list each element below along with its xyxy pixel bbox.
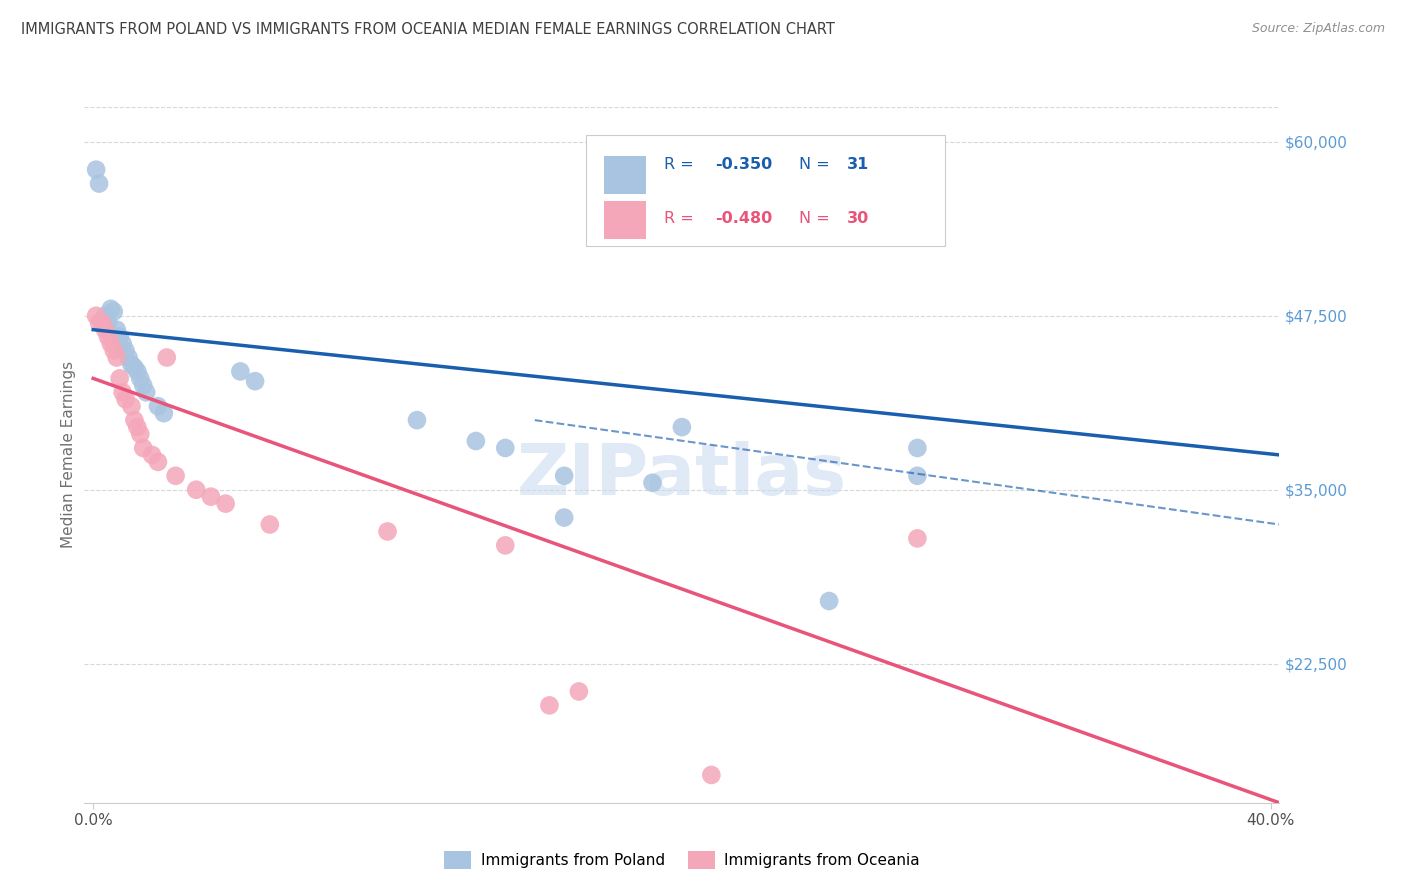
Point — [129, 371, 152, 385]
Point — [464, 434, 486, 448]
Point — [700, 768, 723, 782]
Point — [97, 316, 120, 330]
Point — [87, 316, 110, 330]
Point — [87, 177, 110, 191]
Point — [494, 441, 516, 455]
Point — [117, 351, 139, 365]
Point — [377, 524, 399, 539]
Text: R =: R = — [664, 157, 699, 171]
Point — [538, 698, 561, 713]
Point — [114, 392, 136, 407]
Point — [103, 304, 125, 318]
Point — [200, 490, 222, 504]
Point — [94, 309, 117, 323]
Point — [114, 343, 136, 358]
Point — [132, 441, 155, 455]
Point — [84, 162, 107, 177]
Point — [124, 360, 146, 375]
Point — [129, 427, 152, 442]
FancyBboxPatch shape — [586, 135, 945, 246]
Point — [103, 343, 125, 358]
Y-axis label: Median Female Earnings: Median Female Earnings — [60, 361, 76, 549]
Text: ZIPatlas: ZIPatlas — [517, 442, 846, 510]
Text: Source: ZipAtlas.com: Source: ZipAtlas.com — [1251, 22, 1385, 36]
Point — [568, 684, 591, 698]
Text: R =: R = — [664, 211, 699, 226]
Text: -0.480: -0.480 — [716, 211, 773, 226]
Point — [111, 336, 134, 351]
Point — [97, 329, 120, 343]
Point — [156, 351, 179, 365]
Point — [229, 364, 252, 378]
Point — [124, 413, 146, 427]
Text: 31: 31 — [846, 157, 869, 171]
Text: -0.350: -0.350 — [716, 157, 773, 171]
Point — [105, 351, 128, 365]
Point — [127, 420, 149, 434]
Point — [214, 497, 236, 511]
Point — [120, 399, 142, 413]
Point — [84, 309, 107, 323]
Point — [105, 323, 128, 337]
Point — [553, 510, 575, 524]
Point — [91, 316, 114, 330]
Point — [671, 420, 693, 434]
Point — [132, 378, 155, 392]
Point — [100, 336, 122, 351]
Point — [905, 468, 928, 483]
Point — [141, 448, 163, 462]
Text: IMMIGRANTS FROM POLAND VS IMMIGRANTS FROM OCEANIA MEDIAN FEMALE EARNINGS CORRELA: IMMIGRANTS FROM POLAND VS IMMIGRANTS FRO… — [21, 22, 835, 37]
Point — [905, 532, 928, 546]
Point — [406, 413, 429, 427]
Point — [146, 455, 169, 469]
Point — [120, 358, 142, 372]
Legend: Immigrants from Poland, Immigrants from Oceania: Immigrants from Poland, Immigrants from … — [437, 846, 927, 875]
FancyBboxPatch shape — [605, 201, 647, 239]
Point — [905, 441, 928, 455]
Point — [135, 385, 157, 400]
Point — [553, 468, 575, 483]
Point — [100, 301, 122, 316]
Point — [186, 483, 208, 497]
Point — [243, 374, 266, 388]
Point — [127, 364, 149, 378]
Text: N =: N = — [799, 157, 835, 171]
Point — [165, 468, 187, 483]
Point — [111, 385, 134, 400]
Text: 30: 30 — [846, 211, 869, 226]
Point — [259, 517, 281, 532]
Point — [818, 594, 841, 608]
Point — [146, 399, 169, 413]
Text: N =: N = — [799, 211, 835, 226]
Point — [641, 475, 664, 490]
Point — [108, 371, 131, 385]
Point — [494, 538, 516, 552]
Point — [94, 323, 117, 337]
Point — [108, 329, 131, 343]
Point — [153, 406, 176, 420]
FancyBboxPatch shape — [605, 156, 647, 194]
